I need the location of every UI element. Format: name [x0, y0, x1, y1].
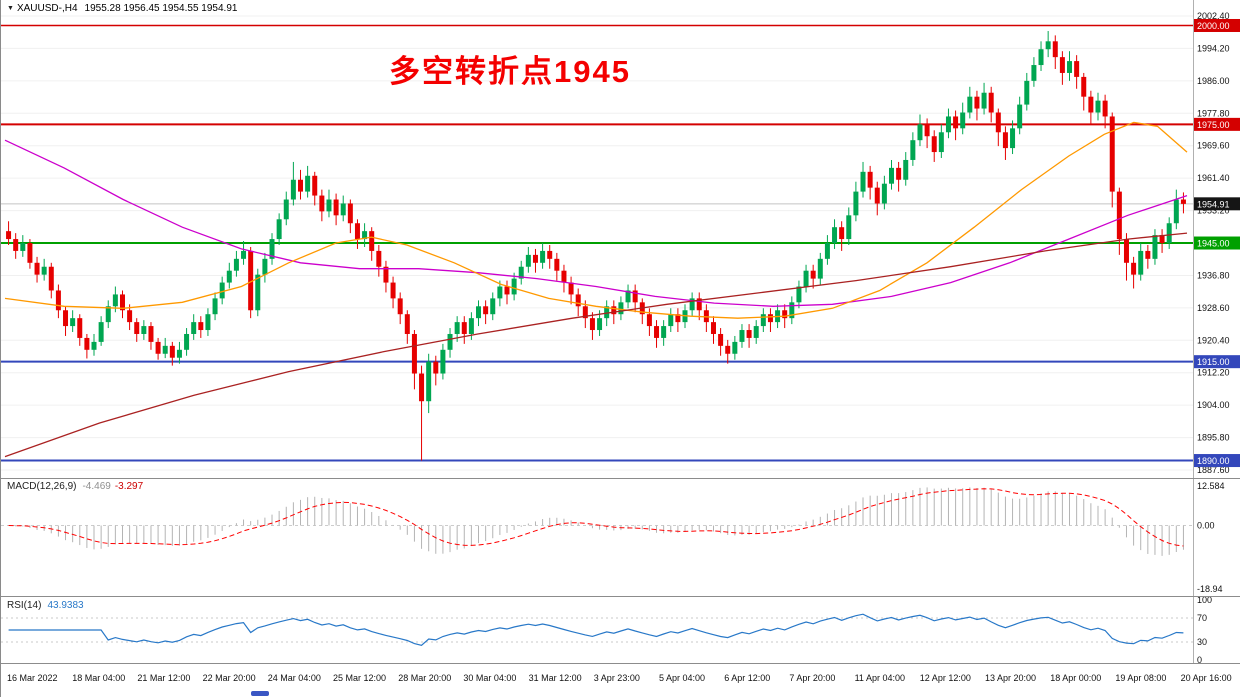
svg-text:1994.20: 1994.20 [1197, 43, 1230, 53]
rsi-value: 43.9383 [47, 600, 84, 611]
svg-text:0.00: 0.00 [1197, 521, 1215, 531]
chart-title: ▼ XAUUSD-,H4 1955.28 1956.45 1954.55 1954.… [7, 3, 237, 14]
macd-panel [1, 487, 1193, 556]
ma-slow-magenta [4, 139, 1188, 307]
svg-text:1920.40: 1920.40 [1197, 335, 1230, 345]
svg-text:1961.40: 1961.40 [1197, 173, 1230, 183]
svg-text:13 Apr 20:00: 13 Apr 20:00 [985, 673, 1036, 683]
svg-text:1953.20: 1953.20 [1197, 206, 1230, 216]
svg-text:1975.00: 1975.00 [1197, 120, 1230, 130]
svg-text:12.584: 12.584 [1197, 481, 1225, 491]
price-badge [1194, 117, 1240, 131]
ma-long-darkred [4, 232, 1188, 458]
macd-signal-line [8, 488, 1184, 547]
svg-text:7 Apr 20:00: 7 Apr 20:00 [789, 673, 835, 683]
macd-indicator-label: MACD(12,26,9) -4.469 -3.297 [7, 481, 143, 492]
svg-text:12 Apr 12:00: 12 Apr 12:00 [920, 673, 971, 683]
svg-text:100: 100 [1197, 595, 1212, 605]
svg-text:1890.00: 1890.00 [1197, 456, 1230, 466]
svg-text:18 Mar 04:00: 18 Mar 04:00 [72, 673, 125, 683]
svg-text:1912.20: 1912.20 [1197, 368, 1230, 378]
price-badge [1194, 18, 1240, 32]
svg-text:2000.00: 2000.00 [1197, 21, 1230, 31]
ma-medium-orange [4, 121, 1188, 319]
svg-text:11 Apr 04:00: 11 Apr 04:00 [855, 673, 905, 683]
annotation-text[interactable]: 多空转折点1945 [389, 54, 631, 89]
rsi-panel [1, 613, 1193, 646]
ohlc-values: 1955.28 1956.45 1954.55 1954.91 [84, 3, 238, 14]
svg-text:2002.40: 2002.40 [1197, 11, 1230, 21]
svg-text:22 Mar 20:00: 22 Mar 20:00 [203, 673, 256, 683]
horizontal-level-lines[interactable] [1, 24, 1193, 462]
svg-text:3 Apr 23:00: 3 Apr 23:00 [594, 673, 640, 683]
svg-text:1895.80: 1895.80 [1197, 433, 1230, 443]
svg-text:1887.60: 1887.60 [1197, 465, 1230, 475]
svg-text:20 Apr 16:00: 20 Apr 16:00 [1181, 673, 1232, 683]
svg-text:1945.00: 1945.00 [1197, 239, 1230, 249]
svg-text:-18.94: -18.94 [1197, 584, 1223, 594]
svg-text:1904.00: 1904.00 [1197, 400, 1230, 410]
price-badge [1194, 355, 1240, 369]
price-badge [1194, 236, 1240, 250]
svg-text:30 Mar 04:00: 30 Mar 04:00 [463, 673, 516, 683]
svg-text:0: 0 [1197, 655, 1202, 665]
svg-text:30: 30 [1197, 637, 1207, 647]
price-axis[interactable]: 2002.40 1994.20 1986.00 1977.80 1969.60 1961.… [1193, 0, 1240, 697]
svg-text:70: 70 [1197, 613, 1207, 623]
rsi-name: RSI(14) [7, 600, 42, 611]
macd-signal-value: -3.297 [114, 481, 144, 492]
price-badge [1194, 454, 1240, 468]
svg-text:1977.80: 1977.80 [1197, 108, 1230, 118]
svg-text:1936.80: 1936.80 [1197, 270, 1230, 280]
svg-text:1954.91: 1954.91 [1197, 199, 1230, 209]
svg-text:19 Apr 08:00: 19 Apr 08:00 [1115, 673, 1166, 683]
svg-text:28 Mar 20:00: 28 Mar 20:00 [398, 673, 451, 683]
svg-text:1969.60: 1969.60 [1197, 141, 1230, 151]
svg-text:25 Mar 12:00: 25 Mar 12:00 [333, 673, 386, 683]
panel-separators [1, 478, 1240, 664]
price-badge [1194, 197, 1240, 211]
svg-text:5 Apr 04:00: 5 Apr 04:00 [659, 673, 705, 683]
svg-text:18 Apr 00:00: 18 Apr 00:00 [1050, 673, 1101, 683]
time-axis[interactable]: 16 Mar 2022 18 Mar 04:00 21 Mar 12:00 22 Ma… [7, 673, 1232, 683]
symbol-timeframe: XAUUSD-,H4 [16, 3, 78, 14]
candlesticks [6, 31, 1186, 461]
moving-averages [4, 121, 1188, 458]
svg-text:6 Apr 12:00: 6 Apr 12:00 [724, 673, 770, 683]
svg-text:24 Mar 04:00: 24 Mar 04:00 [268, 673, 321, 683]
price-gridlines [1, 15, 1193, 471]
svg-text:1986.00: 1986.00 [1197, 76, 1230, 86]
macd-name: MACD(12,26,9) [7, 481, 77, 492]
svg-text:31 Mar 12:00: 31 Mar 12:00 [529, 673, 582, 683]
svg-text:21 Mar 12:00: 21 Mar 12:00 [137, 673, 190, 683]
svg-text:1915.00: 1915.00 [1197, 357, 1230, 367]
symbol-dropdown-icon[interactable]: ▼ [7, 5, 14, 12]
macd-main-value: -4.469 [82, 481, 111, 492]
horizontal-scrollbar-thumb[interactable] [251, 691, 269, 696]
svg-text:1928.60: 1928.60 [1197, 303, 1230, 313]
rsi-line [8, 613, 1184, 646]
svg-text:16 Mar 2022: 16 Mar 2022 [7, 673, 58, 683]
rsi-indicator-label: RSI(14) 43.9383 [7, 600, 84, 611]
